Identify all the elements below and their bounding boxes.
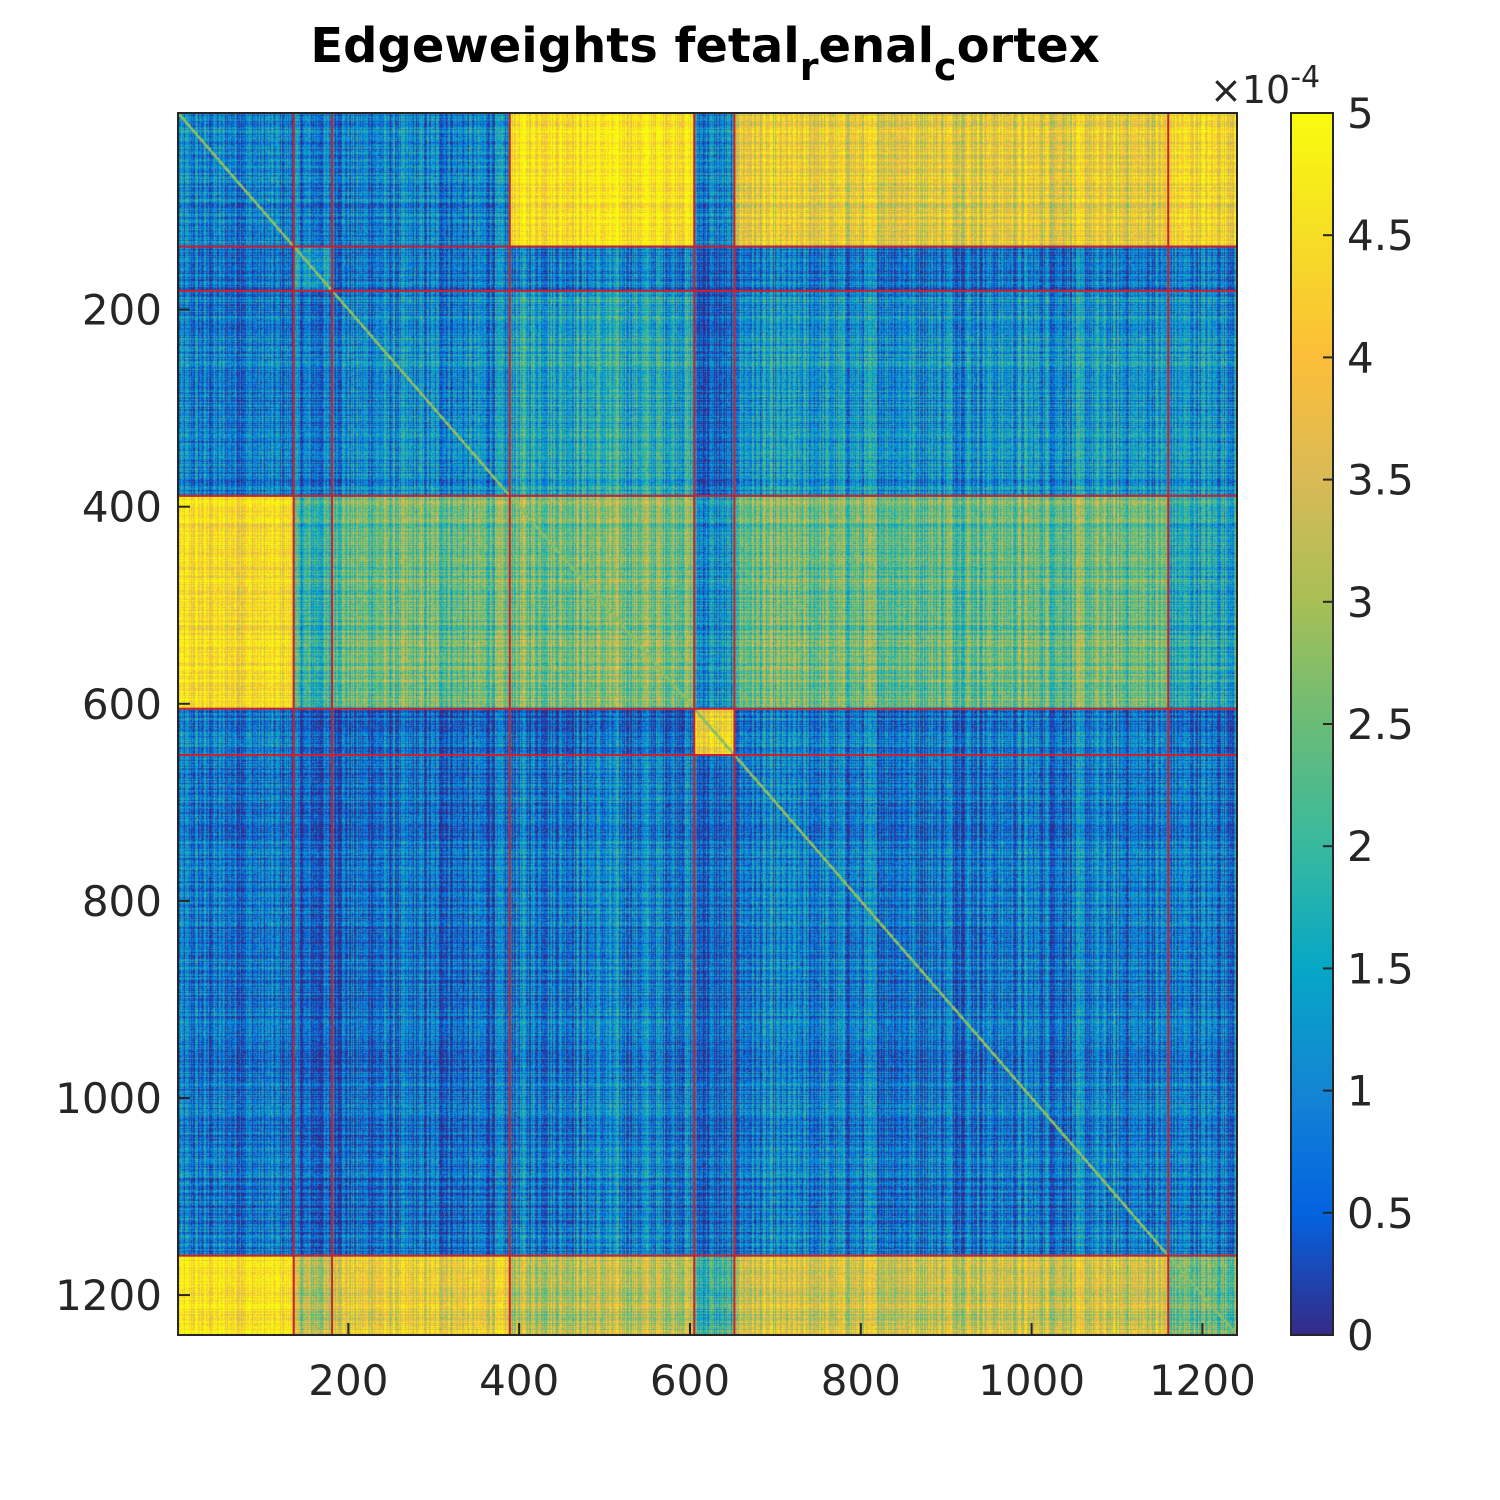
plot-frame — [177, 112, 1238, 1336]
x-tick-label: 400 — [479, 1356, 559, 1405]
colorbar-tick-label: 1 — [1347, 1067, 1374, 1116]
y-tick-label: 600 — [82, 680, 162, 729]
colorbar-tick-label: 3 — [1347, 578, 1374, 627]
colorbar-exponent: ×10-4 — [1210, 60, 1320, 112]
colorbar-tick-label: 0 — [1347, 1311, 1374, 1360]
colorbar-tick-label: 4 — [1347, 333, 1374, 382]
heatmap-plot-area — [178, 113, 1237, 1335]
colorbar-tick-label: 3.5 — [1347, 456, 1414, 505]
x-tick-label: 200 — [308, 1356, 388, 1405]
colorbar-tick-label: 2 — [1347, 822, 1374, 871]
colorbar-tick-label: 5 — [1347, 89, 1374, 138]
y-tick-label: 200 — [82, 286, 162, 335]
colorbar-tick-label: 2.5 — [1347, 700, 1414, 749]
chart-title: Edgeweights fetalrenalcortex — [310, 18, 1099, 89]
colorbar-ticks: 0 0.5 1 1.5 2 2.5 3 3.5 4 4.5 5 — [1323, 89, 1414, 1360]
y-tick-label: 400 — [82, 483, 162, 532]
module-boundaries — [178, 113, 1237, 1335]
y-tick-label: 800 — [82, 877, 162, 926]
y-axis: 200 400 600 800 1000 1200 — [55, 286, 190, 1320]
x-tick-label: 1000 — [978, 1356, 1085, 1405]
colorbar-tick-label: 0.5 — [1347, 1189, 1414, 1238]
x-tick-label: 800 — [821, 1356, 901, 1405]
y-tick-label: 1000 — [55, 1074, 162, 1123]
colorbar-tick-label: 4.5 — [1347, 211, 1414, 260]
y-tick-label: 1200 — [55, 1271, 162, 1320]
x-tick-label: 600 — [650, 1356, 730, 1405]
x-axis: 200 400 600 800 1000 1200 — [308, 1323, 1256, 1405]
colorbar: 0 0.5 1 1.5 2 2.5 3 3.5 4 4.5 5 ×10-4 — [1210, 60, 1414, 1360]
heatmap-image — [178, 113, 1237, 1335]
x-tick-label: 1200 — [1149, 1356, 1256, 1405]
colorbar-tick-label: 1.5 — [1347, 944, 1414, 993]
